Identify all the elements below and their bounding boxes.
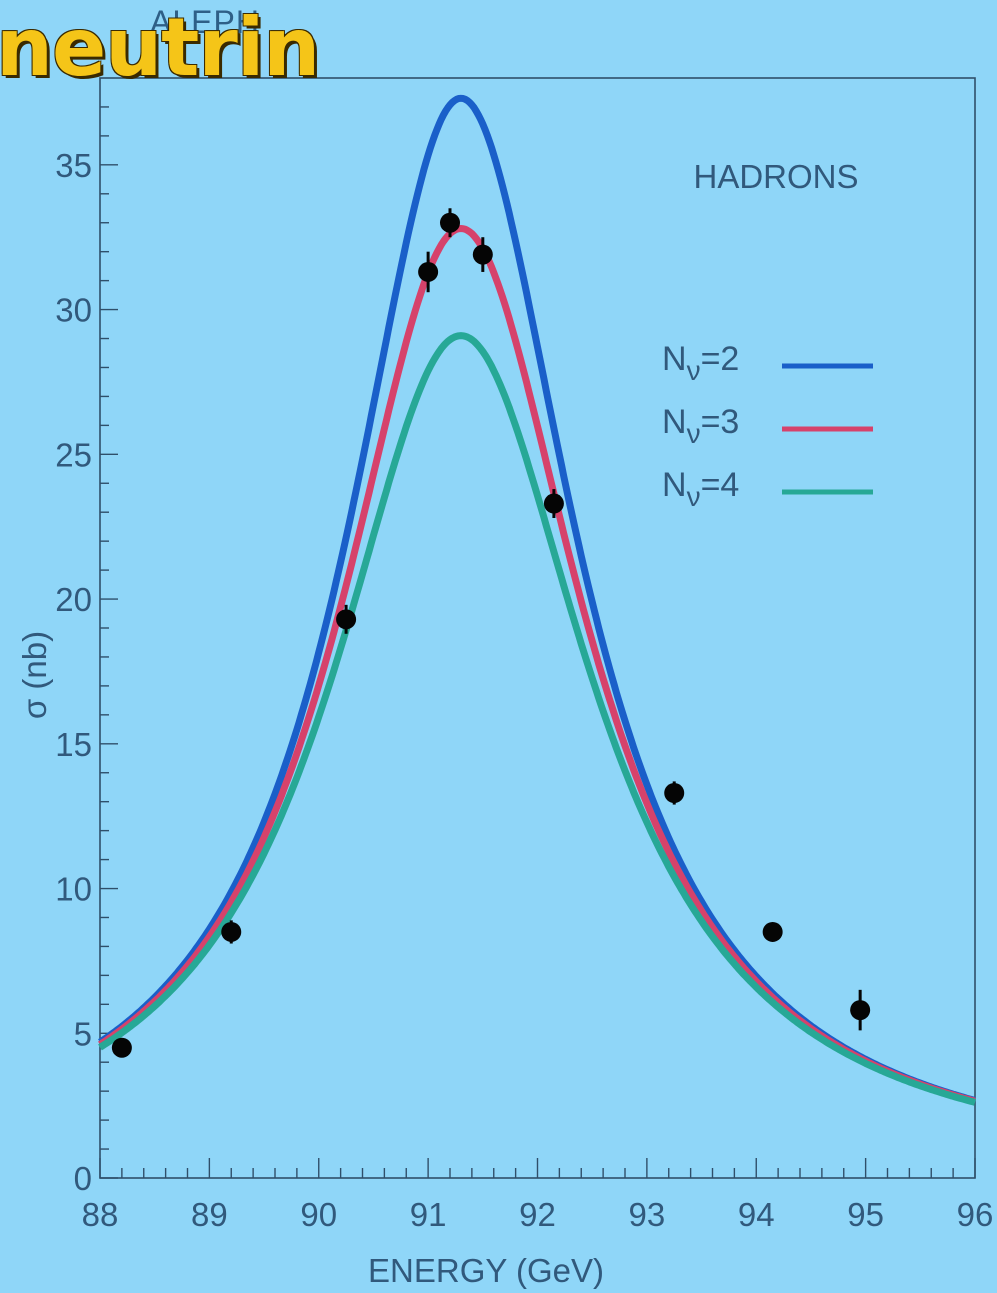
y-tick-label: 20 xyxy=(55,581,92,618)
x-tick-label: 90 xyxy=(300,1196,337,1233)
data-points xyxy=(111,208,871,1058)
series-line-4 xyxy=(98,332,977,1106)
data-point xyxy=(221,921,242,942)
data-point xyxy=(762,921,783,942)
y-tick-labels: 0 5 10 15 20 25 30 35 xyxy=(55,147,92,1197)
x-tick-label: 89 xyxy=(191,1196,228,1233)
axis-ticks xyxy=(99,106,976,1179)
y-tick-label: 10 xyxy=(55,871,92,908)
y-axis-label: σ (nb) xyxy=(16,631,53,719)
x-tick-label: 92 xyxy=(519,1196,556,1233)
x-tick-label: 88 xyxy=(82,1196,119,1233)
legend-label: Nν=2 xyxy=(662,340,739,386)
data-point xyxy=(850,1000,871,1021)
overlay-title: neutrin xyxy=(0,1,320,94)
data-point xyxy=(664,783,685,803)
data-point xyxy=(336,609,357,630)
channel-label: HADRONS xyxy=(693,158,858,195)
x-tick-label: 94 xyxy=(738,1196,775,1233)
y-tick-label: 25 xyxy=(55,436,92,473)
data-point xyxy=(111,1037,132,1058)
x-tick-label: 93 xyxy=(629,1196,666,1233)
legend-label: Nν=4 xyxy=(662,466,739,512)
x-tick-label: 95 xyxy=(847,1196,884,1233)
series-line-2 xyxy=(98,94,977,1104)
experiment-label: ALEPH xyxy=(150,4,260,40)
legend: Nν=2 Nν=3 Nν=4 xyxy=(662,340,873,512)
plot-border xyxy=(99,77,976,1179)
y-tick-label: 5 xyxy=(74,1015,92,1052)
y-tick-label: 35 xyxy=(55,147,92,184)
y-tick-label: 30 xyxy=(55,292,92,329)
data-point xyxy=(440,212,460,233)
x-axis-label: ENERGY (GeV) xyxy=(368,1252,604,1289)
y-tick-label: 15 xyxy=(55,726,92,763)
data-point xyxy=(472,244,493,265)
legend-label: Nν=3 xyxy=(662,403,739,449)
series-curves xyxy=(98,94,977,1106)
x-tick-label: 91 xyxy=(410,1196,447,1233)
data-point xyxy=(543,493,564,514)
y-tick-label: 0 xyxy=(74,1160,92,1197)
data-point xyxy=(418,261,439,282)
plot-frame xyxy=(99,77,976,1179)
x-tick-label: 96 xyxy=(957,1196,994,1233)
x-tick-labels: 88 89 90 91 92 93 94 95 96 xyxy=(82,1196,994,1233)
